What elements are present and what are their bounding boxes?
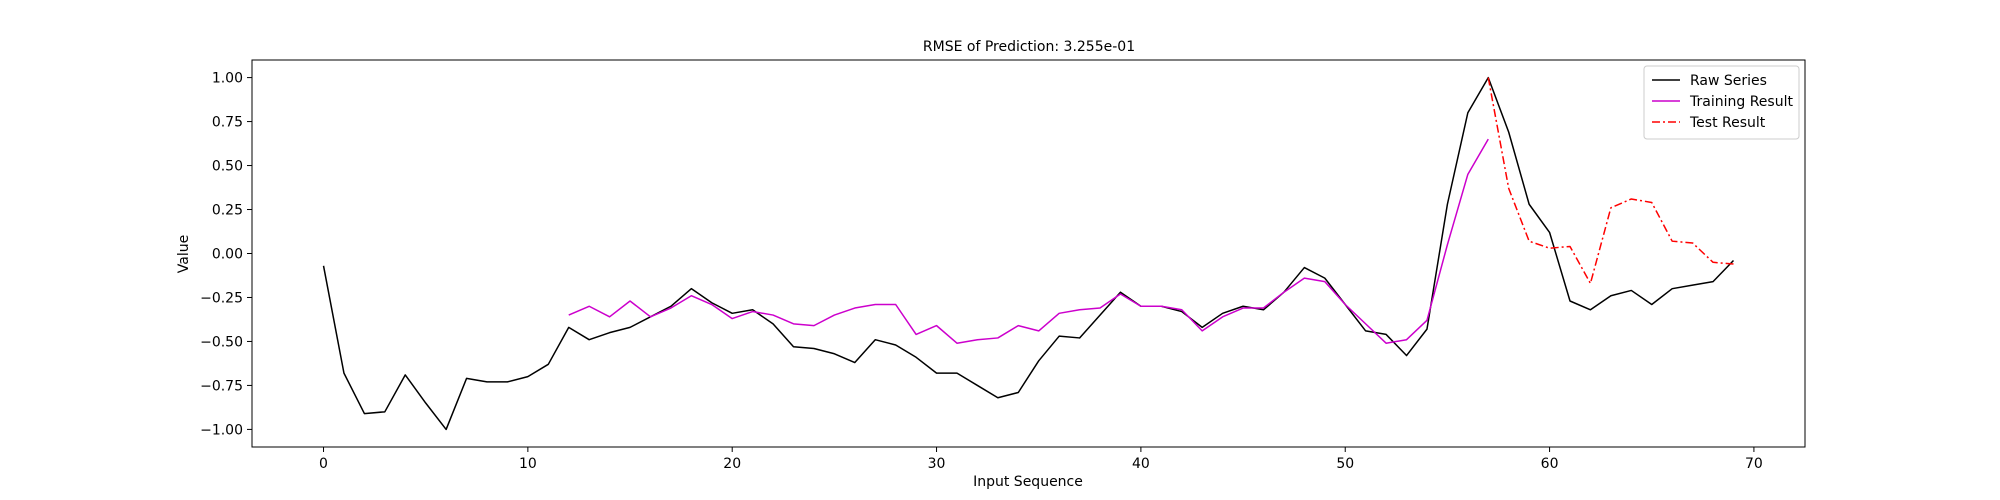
plot-area [322,76,1735,431]
y-tick-label: 0.00 [212,247,243,263]
y-tick-label: 1.00 [212,71,243,87]
x-tick-label: 40 [1132,456,1150,472]
series-line-2 [1487,77,1734,285]
x-tick-label: 50 [1336,456,1354,472]
series-line-0 [322,76,1735,431]
legend-label-2: Test Result [1689,115,1766,131]
legend: Raw Series Training Result Test Result [1643,65,1800,140]
y-tick-label: 0.75 [212,115,243,131]
y-tick-label: −0.50 [200,334,243,350]
x-tick-label: 20 [723,456,741,472]
y-tick-label: 0.25 [212,203,243,219]
x-tick-label: 30 [928,456,946,472]
x-tick-label: 0 [319,456,328,472]
x-axis-label: Input Sequence [973,474,1083,490]
series-line-1 [568,138,1489,344]
legend-label-0: Raw Series [1690,73,1767,89]
y-tick-label: −0.25 [200,290,243,306]
plot-frame [251,59,1806,448]
y-tick-label: −0.75 [200,378,243,394]
chart-title: RMSE of Prediction: 3.255e-01 [923,39,1135,55]
y-tick-label: −1.00 [200,422,243,438]
x-tick-label: 10 [519,456,537,472]
axis-ticks: 0 10 20 30 40 50 60 70 1.00 0.75 0.50 0.25 0.00 −0.25… [200,71,1763,472]
legend-label-1: Training Result [1689,94,1793,110]
y-tick-label: 0.50 [212,159,243,175]
y-axis-label: Value [176,235,192,273]
legend-box [1643,65,1800,140]
x-tick-label: 70 [1745,456,1763,472]
x-tick-label: 60 [1541,456,1559,472]
